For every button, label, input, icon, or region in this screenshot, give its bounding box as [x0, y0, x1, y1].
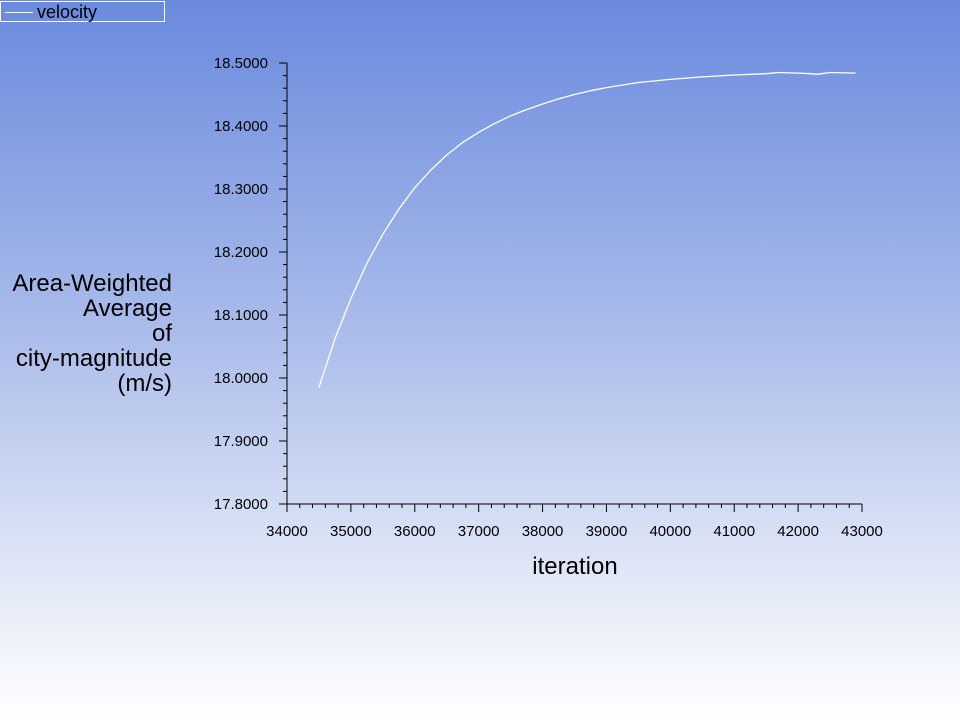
legend-label-velocity: velocity — [37, 2, 98, 22]
y-tick-label: 18.5000 — [214, 55, 268, 72]
y-tick-label: 18.3000 — [214, 181, 268, 198]
y-tick-label: 17.8000 — [214, 496, 268, 513]
x-tick-label: 37000 — [458, 523, 500, 540]
axes: 17.8000 17.9000 18.0000 18.1000 18.2000 18.30… — [214, 55, 883, 540]
x-tick-label: 39000 — [586, 523, 628, 540]
x-tick-label: 36000 — [394, 523, 436, 540]
x-axis-title: iteration — [532, 553, 617, 580]
y-tick-label: 18.1000 — [214, 307, 268, 324]
x-tick-label: 41000 — [713, 523, 755, 540]
y-axis-title: Area-Weighted Average of city-magnitude … — [12, 270, 172, 397]
x-tick-label: 38000 — [522, 523, 564, 540]
x-tick-label: 34000 — [266, 523, 308, 540]
y-tick-label: 18.0000 — [214, 370, 268, 387]
x-tick-label: 42000 — [777, 523, 819, 540]
y-tick-label: 18.2000 — [214, 244, 268, 261]
y-tick-label: 17.9000 — [214, 433, 268, 450]
series-layer — [318, 71, 856, 388]
x-tick-label: 43000 — [841, 523, 883, 540]
legend-swatch-velocity — [5, 12, 33, 13]
series-line-velocity — [318, 71, 856, 388]
x-tick-label: 40000 — [649, 523, 691, 540]
y-tick-label: 18.4000 — [214, 118, 268, 135]
x-tick-label: 35000 — [330, 523, 372, 540]
legend: velocity — [0, 1, 165, 22]
